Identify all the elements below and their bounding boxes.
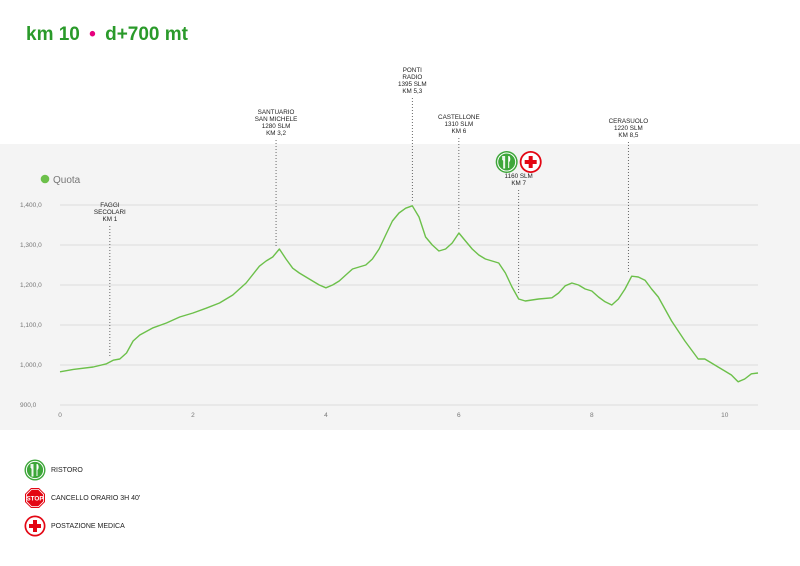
fork-knife-icon (495, 151, 518, 173)
y-tick-label: 1,400,0 (20, 202, 42, 209)
legend-item-ristoro: RISTORO (24, 458, 140, 482)
medical-cross-icon (24, 515, 46, 537)
y-tick-label: 1,000,0 (20, 362, 42, 369)
annotation-label: KM 7 (511, 180, 526, 187)
stop-sign-icon: STOP (25, 488, 45, 508)
legend: RISTORO STOP CANCELLO ORARIO 3h 40' POST… (24, 458, 140, 542)
legend-item-medical: POSTAZIONE MEDICA (24, 514, 140, 538)
fork-knife-icon (24, 459, 46, 481)
annotation-label: FAGGI (100, 202, 119, 209)
page-title: km 10 • d+700 mt (26, 24, 188, 46)
annotation-label: KM 8,5 (618, 132, 638, 139)
annotation-label: 1220 SLM (614, 125, 643, 132)
annotation-label: 1395 SLM (398, 81, 427, 88)
fork-knife-icon-ring (497, 152, 517, 172)
knife-glyph (508, 156, 511, 168)
legend-swatch (40, 174, 50, 184)
annotation-label: SAN MICHELE (255, 116, 298, 123)
separator-dot: • (89, 24, 96, 45)
x-tick-label: 0 (58, 412, 62, 419)
annotation-label: 1160 SLM (505, 173, 533, 180)
annotation-label: KM 5,3 (402, 88, 422, 95)
x-tick-label: 2 (191, 412, 195, 419)
x-tick-label: 8 (590, 412, 594, 419)
x-tick-label: 10 (721, 412, 729, 419)
y-tick-label: 900,0 (20, 402, 37, 409)
chart-band (0, 144, 800, 430)
distance-label: km 10 (26, 24, 80, 45)
annotation-label: RADIO (402, 74, 422, 81)
y-tick-label: 1,100,0 (20, 322, 42, 329)
annotation-label: KM 3,2 (266, 130, 286, 137)
x-tick-label: 6 (457, 412, 461, 419)
legend-label-stop: CANCELLO ORARIO 3h 40' (51, 494, 141, 502)
x-tick-label: 4 (324, 412, 328, 419)
annotation-label: CERASUOLO (609, 118, 649, 125)
elevation-line (59, 205, 759, 383)
legend-item-stop: STOP CANCELLO ORARIO 3h 40' (24, 486, 140, 510)
annotation-label: SANTUARIO (258, 109, 295, 116)
annotation-label: PONTI (403, 67, 422, 74)
y-tick-label: 1,300,0 (20, 242, 42, 249)
header (0, 0, 800, 144)
annotation-label: KM 1 (103, 216, 118, 223)
legend-label-quota: Quota (53, 175, 81, 186)
annotation-label: 1280 SLM (262, 123, 291, 130)
cross-glyph (524, 156, 537, 168)
y-tick-label: 1,200,0 (20, 282, 42, 289)
legend-label-ristoro: RISTORO (51, 466, 83, 474)
annotation-label: KM 6 (452, 128, 467, 135)
stop-sign-text: STOP (26, 495, 44, 502)
annotation-label: SECOLARI (94, 209, 126, 216)
annotation-label: 1310 SLM (444, 121, 473, 128)
annotation-label: CASTELLONE (438, 114, 480, 121)
elevation-gain-label: d+700 mt (105, 24, 188, 45)
legend-label-medical: POSTAZIONE MEDICA (51, 522, 125, 530)
fork-glyph (502, 156, 506, 169)
